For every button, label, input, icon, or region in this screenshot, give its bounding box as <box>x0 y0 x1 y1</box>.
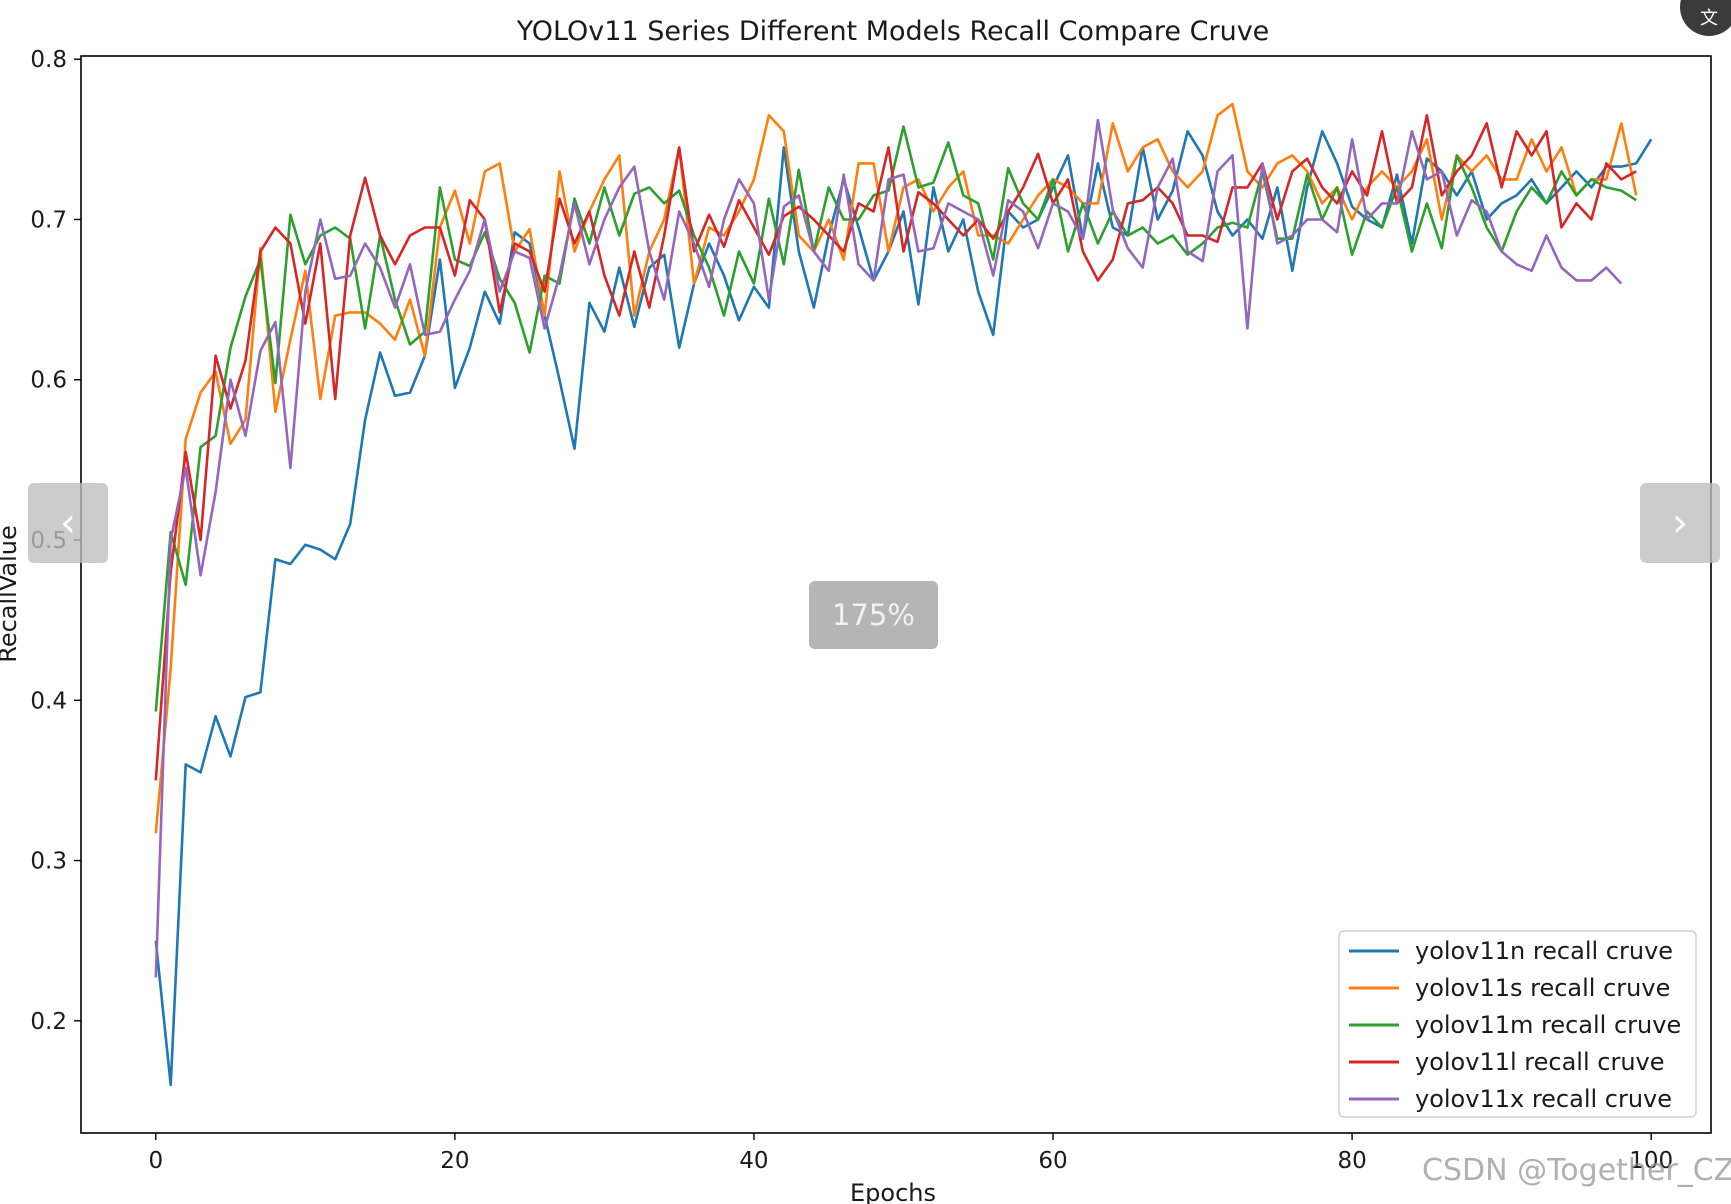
plot-frame <box>80 55 1712 1134</box>
y-tick-label: 0.6 <box>30 368 67 394</box>
x-tick-label: 0 <box>148 1148 163 1174</box>
watermark: CSDN @Together_CZ <box>1422 1153 1731 1188</box>
zoom-level-indicator: 175% <box>809 581 938 649</box>
legend-entry: yolov11s recall cruve <box>1415 974 1670 1002</box>
series-line-5 <box>154 118 1623 978</box>
chevron-left-icon: ‹ <box>60 500 76 546</box>
x-tick-label: 80 <box>1337 1148 1366 1174</box>
series-line-2 <box>154 102 1638 834</box>
y-tick-label: 0.4 <box>30 688 67 714</box>
y-tick-label: 0.7 <box>30 207 67 233</box>
chevron-right-icon: › <box>1672 500 1688 546</box>
y-tick-label: 0.8 <box>30 47 67 73</box>
legend-entry: yolov11m recall cruve <box>1415 1011 1681 1039</box>
next-image-button[interactable]: › <box>1640 483 1720 563</box>
x-tick-label: 100 <box>1629 1148 1673 1174</box>
x-axis-label: Epochs <box>850 1179 936 1204</box>
series-line-3 <box>154 125 1637 712</box>
y-tick-label: 0.2 <box>30 1009 67 1035</box>
plot-area <box>154 102 1653 1087</box>
previous-image-button[interactable]: ‹ <box>28 483 108 563</box>
x-tick-label: 20 <box>440 1148 469 1174</box>
translate-button[interactable]: 文 <box>1680 0 1731 36</box>
legend-entry: yolov11x recall cruve <box>1415 1085 1672 1113</box>
y-tick-label: 0.3 <box>30 849 67 875</box>
x-tick-label: 60 <box>1038 1148 1067 1174</box>
legend-entry: yolov11n recall cruve <box>1415 937 1673 965</box>
x-tick-label: 40 <box>739 1148 768 1174</box>
y-axis-label: RecallValue <box>0 525 22 663</box>
series-line-4 <box>154 114 1637 781</box>
legend-entry: yolov11l recall cruve <box>1415 1048 1665 1076</box>
translate-icon: 文 <box>1700 8 1718 29</box>
legend-box <box>1338 930 1697 1118</box>
chart-title: YOLOv11 Series Different Models Recall C… <box>516 16 1270 47</box>
legend: yolov11n recall cruve yolov11s recall cru… <box>1338 930 1697 1118</box>
